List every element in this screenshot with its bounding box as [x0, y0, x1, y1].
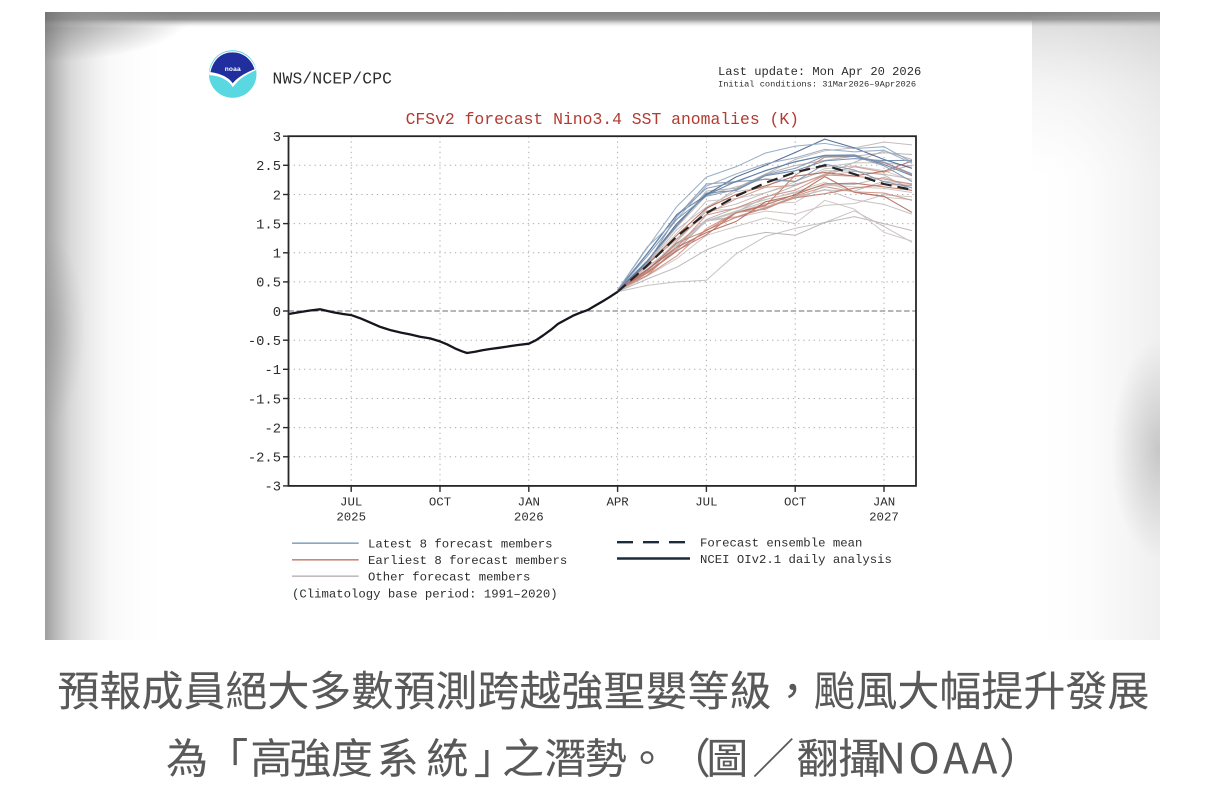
svg-text:3: 3	[273, 131, 281, 146]
svg-text:JUL: JUL	[340, 496, 362, 510]
svg-text:APR: APR	[606, 496, 629, 510]
svg-text:-2.5: -2.5	[248, 452, 281, 467]
svg-text:Forecast ensemble mean: Forecast ensemble mean	[700, 537, 862, 551]
svg-text:noaa: noaa	[225, 66, 241, 73]
svg-text:2027: 2027	[869, 511, 899, 525]
svg-text:2025: 2025	[336, 511, 366, 525]
svg-text:JAN: JAN	[873, 496, 895, 510]
svg-text:Earliest 8 forecast members: Earliest 8 forecast members	[368, 554, 567, 568]
svg-text:JUL: JUL	[695, 496, 717, 510]
svg-text:-0.5: -0.5	[248, 335, 281, 350]
svg-text:-1.5: -1.5	[248, 393, 281, 408]
svg-text:-1: -1	[264, 364, 281, 379]
svg-text:Other forecast members: Other forecast members	[368, 571, 530, 585]
svg-text:-3: -3	[264, 481, 281, 496]
svg-text:Initial conditions: 31Mar2026–: Initial conditions: 31Mar2026–9Apr2026	[718, 80, 916, 90]
svg-text:2026: 2026	[514, 511, 544, 525]
svg-text:JAN: JAN	[518, 496, 540, 510]
svg-text:2.5: 2.5	[256, 160, 281, 175]
svg-text:2: 2	[273, 189, 281, 204]
svg-text:NWS/NCEP/CPC: NWS/NCEP/CPC	[273, 70, 393, 89]
svg-text:Last update: Mon Apr 20 2026: Last update: Mon Apr 20 2026	[718, 65, 921, 79]
svg-text:-2: -2	[264, 422, 281, 437]
svg-text:1: 1	[273, 248, 281, 263]
svg-text:0.5: 0.5	[256, 277, 281, 292]
svg-text:CFSv2 forecast Nino3.4 SST ano: CFSv2 forecast Nino3.4 SST anomalies (K)	[406, 110, 799, 129]
svg-text:NCEI OIv2.1 daily analysis: NCEI OIv2.1 daily analysis	[700, 553, 892, 567]
svg-text:Latest 8 forecast members: Latest 8 forecast members	[368, 538, 552, 552]
svg-text:OCT: OCT	[784, 496, 806, 510]
svg-text:0: 0	[273, 306, 281, 321]
svg-text:1.5: 1.5	[256, 218, 281, 233]
svg-text:(Climatology base period: 1991: (Climatology base period: 1991–2020)	[292, 588, 558, 602]
svg-text:OCT: OCT	[429, 496, 451, 510]
